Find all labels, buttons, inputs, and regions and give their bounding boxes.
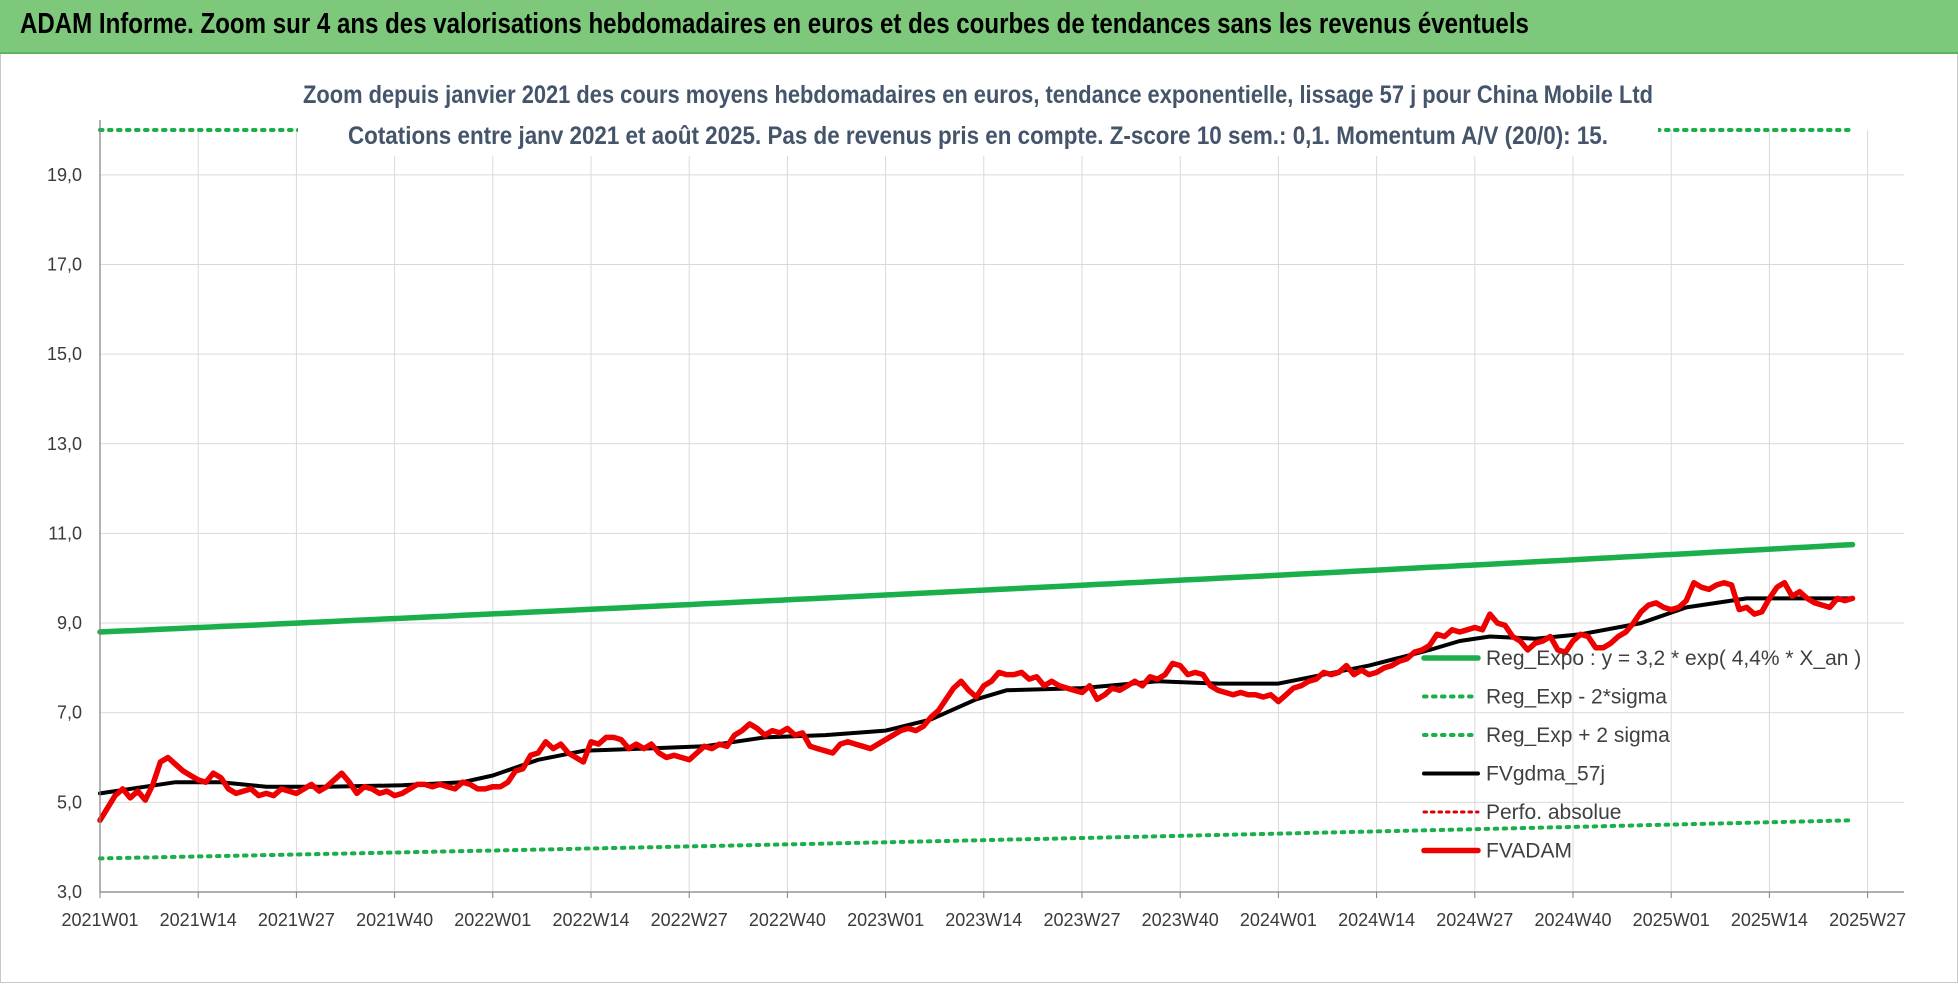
- y-tick-label: 19,0: [47, 165, 82, 185]
- y-tick-label: 17,0: [47, 254, 82, 274]
- legend-label-3: FVgdma_57j: [1486, 763, 1605, 786]
- x-tick-label: 2025W27: [1829, 910, 1906, 930]
- series-line-0: [97, 541, 1856, 635]
- x-tick-label: 2021W14: [160, 910, 237, 930]
- x-tick-label: 2022W14: [552, 910, 629, 930]
- x-tick-label: 2023W14: [945, 910, 1022, 930]
- axis-layer: 3,0 5,0 7,0 9,0 11,0 13,0 15,0 17,0 19,0 2021W01 2…: [47, 120, 1906, 930]
- grid-layer: [100, 130, 1904, 892]
- banner-title: ADAM Informe. Zoom sur 4 ans des valoris…: [20, 8, 1529, 40]
- y-tick-label: 5,0: [57, 792, 82, 812]
- x-tick-label: 2024W14: [1338, 910, 1415, 930]
- y-tick-label: 3,0: [57, 882, 82, 902]
- title-banner: ADAM Informe. Zoom sur 4 ans des valoris…: [0, 0, 1958, 54]
- y-tick-label: 13,0: [47, 434, 82, 454]
- legend: Reg_Expo : y = 3,2 * exp( 4,4% * X_an ) R…: [1421, 647, 1861, 863]
- x-tick-label: 2025W01: [1633, 910, 1710, 930]
- x-tick-label: 2025W14: [1731, 910, 1808, 930]
- legend-label-4: Perfo. absolue: [1486, 801, 1621, 824]
- chart-subtitle-line2: Cotations entre janv 2021 et août 2025. …: [348, 122, 1608, 150]
- series-line-1: [98, 818, 1855, 861]
- x-tick-label: 2024W01: [1240, 910, 1317, 930]
- y-tick-label: 15,0: [47, 344, 82, 364]
- legend-label-5: FVADAM: [1486, 840, 1572, 863]
- x-tick-label: 2023W01: [847, 910, 924, 930]
- y-tick-label: 11,0: [48, 523, 82, 543]
- x-tick-label: 2021W27: [258, 910, 335, 930]
- chart-subtitle-line1: Zoom depuis janvier 2021 des cours moyen…: [303, 81, 1653, 109]
- x-tick-label: 2022W40: [749, 910, 826, 930]
- x-tick-label: 2024W27: [1436, 910, 1513, 930]
- x-tick-label: 2024W40: [1534, 910, 1611, 930]
- x-tick-label: 2022W27: [651, 910, 728, 930]
- legend-label-2: Reg_Exp + 2 sigma: [1486, 724, 1670, 747]
- x-tick-label: 2021W01: [61, 910, 138, 930]
- legend-label-1: Reg_Exp - 2*sigma: [1486, 686, 1667, 709]
- x-tick-label: 2023W27: [1043, 910, 1120, 930]
- y-tick-label: 7,0: [57, 703, 82, 723]
- x-tick-label: 2023W40: [1142, 910, 1219, 930]
- legend-label-0: Reg_Expo : y = 3,2 * exp( 4,4% * X_an ): [1486, 647, 1861, 670]
- x-tick-label: 2021W40: [356, 910, 433, 930]
- y-tick-label: 9,0: [57, 613, 82, 633]
- series-line-5: [97, 579, 1856, 824]
- x-tick-label: 2022W01: [454, 910, 531, 930]
- series-layer: [97, 128, 1856, 861]
- subtitle-backdrop: [298, 76, 1658, 156]
